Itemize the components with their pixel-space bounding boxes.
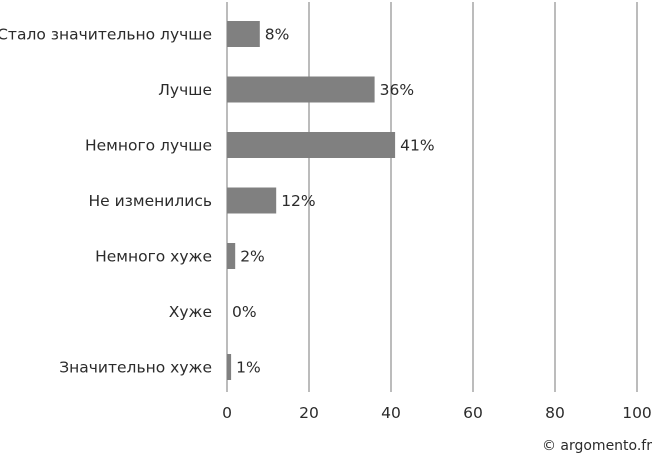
x-tick-label: 20 [299, 404, 319, 422]
bar [227, 132, 396, 158]
category-label: Значительно хуже [59, 359, 212, 377]
x-axis-tick-labels: 0 20 40 60 80 100 [222, 404, 652, 422]
x-tick-label: 100 [622, 404, 652, 422]
value-label: 8% [265, 26, 290, 44]
source-credit: © argomento.fr [542, 438, 652, 454]
category-label: Немного хуже [95, 248, 212, 266]
value-label: 12% [281, 192, 315, 210]
bar [227, 187, 277, 214]
value-label: 1% [236, 359, 261, 377]
x-tick-label: 0 [222, 404, 232, 422]
gridlines [226, 2, 638, 392]
bar [227, 243, 236, 269]
bar [227, 354, 232, 380]
category-label: Стало значительно лучше [0, 26, 212, 44]
value-label: 2% [240, 248, 265, 266]
x-tick-label: 60 [463, 404, 483, 422]
value-label: 41% [400, 137, 434, 155]
value-label: 36% [380, 81, 414, 99]
category-label: Лучше [158, 81, 212, 99]
x-tick-label: 40 [381, 404, 401, 422]
category-label: Не изменились [88, 192, 212, 210]
category-label: Немного лучше [85, 137, 212, 155]
category-label: Хуже [169, 303, 212, 321]
bar [227, 21, 260, 47]
value-labels: 8% 36% 41% 12% 2% 0% 1% [232, 26, 435, 377]
category-labels: Стало значительно лучше Лучше Немного лучш… [0, 26, 212, 377]
x-tick-label: 80 [545, 404, 565, 422]
bars [227, 21, 396, 380]
bar [227, 76, 375, 103]
value-label: 0% [232, 303, 257, 321]
